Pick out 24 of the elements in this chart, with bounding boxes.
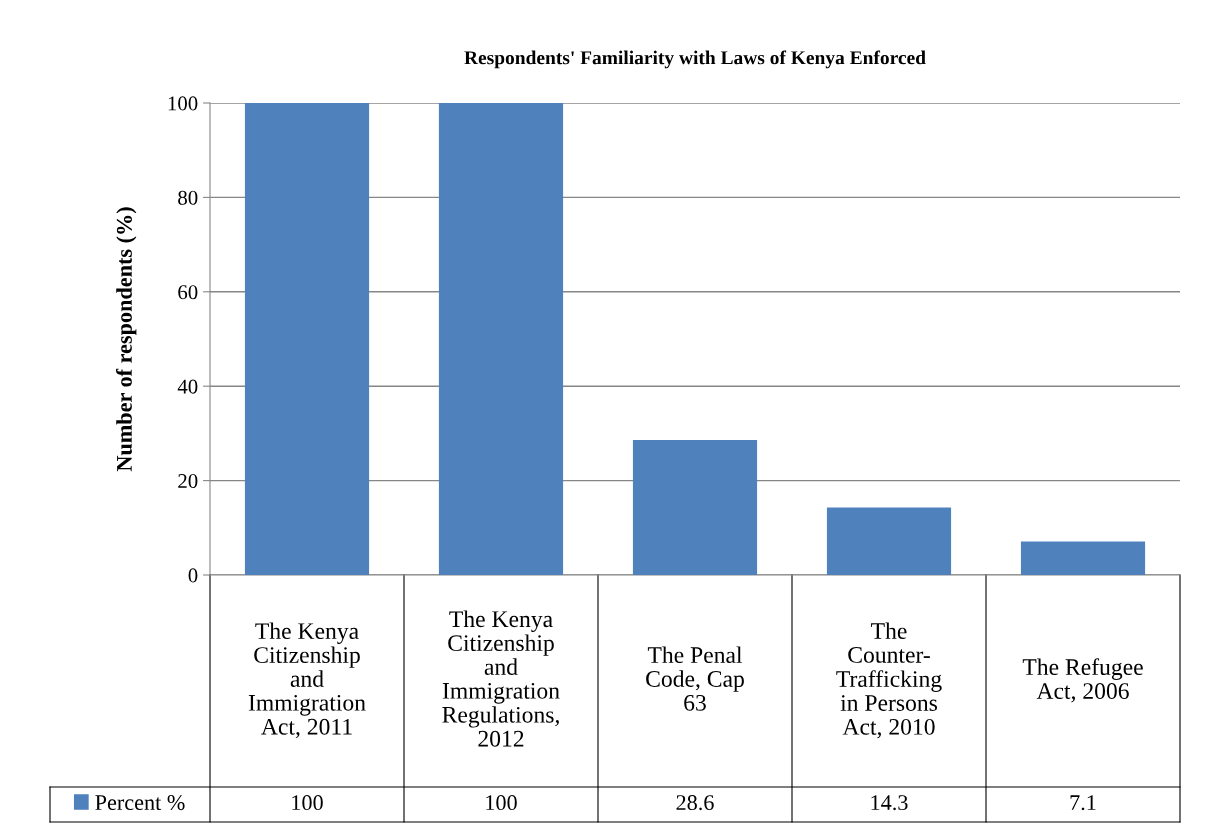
y-tick-label: 20 bbox=[178, 473, 198, 489]
data-label: 100 bbox=[292, 795, 323, 811]
bar bbox=[1020, 541, 1146, 575]
chart-title: Respondents' Familiarity with Laws of Kenya Enforced bbox=[464, 50, 926, 69]
y-tick-label: 40 bbox=[177, 379, 198, 394]
data-label: 7.1 bbox=[1070, 795, 1096, 811]
bar bbox=[244, 103, 370, 575]
y-tick-label: 60 bbox=[178, 285, 198, 300]
data-label: 28.6 bbox=[676, 795, 714, 811]
data-label: 100 bbox=[486, 795, 517, 811]
y-tick-label: 80 bbox=[178, 190, 198, 205]
x-tick-label: The Kenya Citizenship and Immigration Regulations, 2012 bbox=[442, 610, 560, 747]
x-tick-label: The Counter- Trafficking in Persons Act, 2010 bbox=[836, 622, 942, 739]
y-tick-label: 0 bbox=[188, 568, 198, 583]
x-tick-label: The Penal Code, Cap 63 bbox=[646, 646, 744, 711]
data-label: 14.3 bbox=[871, 795, 908, 811]
x-tick-label: The Kenya Citizenship and Immigration Act, 2011 bbox=[248, 622, 366, 739]
y-axis-title: Number of respondents (%) bbox=[116, 207, 137, 472]
bar bbox=[632, 440, 758, 575]
x-tick-label: The Refugee Act, 2006 bbox=[1022, 658, 1143, 703]
bar bbox=[826, 507, 952, 575]
bar bbox=[438, 103, 564, 575]
y-tick-label: 100 bbox=[168, 96, 198, 111]
legend-label: Percent % bbox=[95, 795, 185, 811]
